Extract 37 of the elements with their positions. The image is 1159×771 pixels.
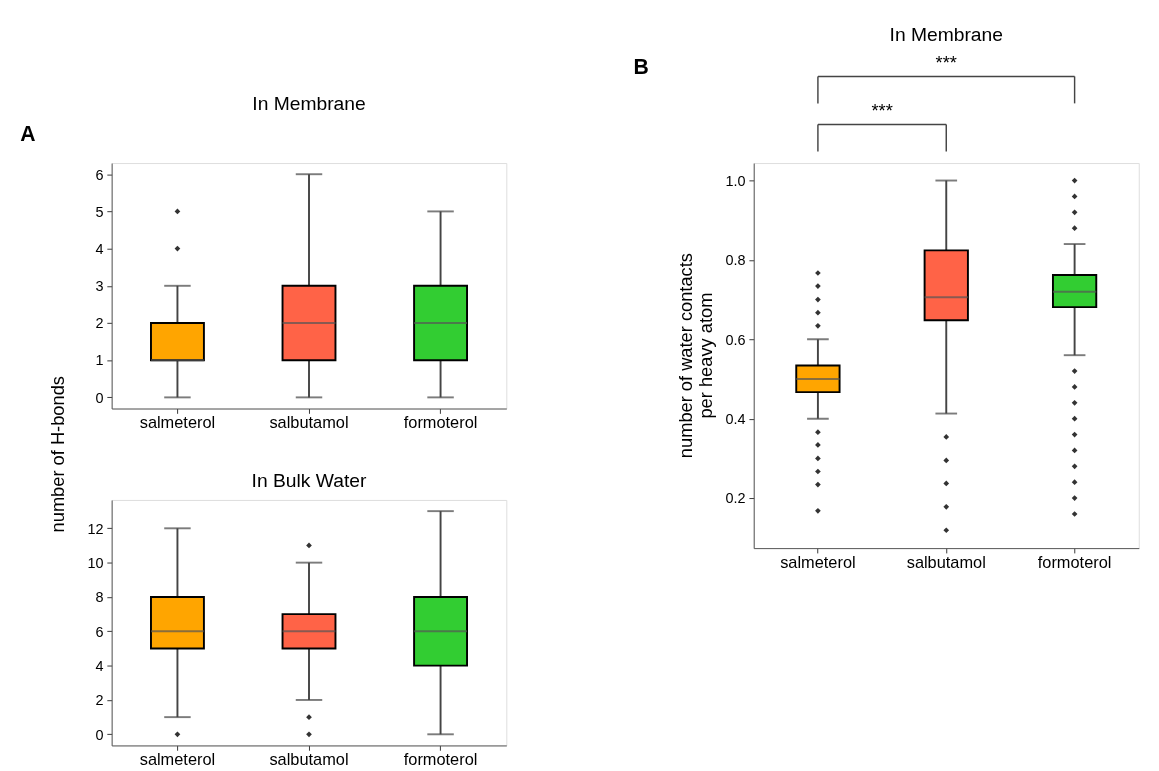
x-tick-label: salmeterol	[139, 413, 216, 432]
y-tick-label: 1	[95, 352, 104, 369]
x-tick-label: salbutamol	[269, 750, 349, 769]
y-tick-label: 4	[95, 657, 104, 674]
y-axis-title: number of H-bonds	[47, 376, 69, 533]
y-tick-label: 3	[95, 278, 104, 295]
x-tick-label: formoterol	[403, 413, 478, 432]
text: ***	[871, 99, 893, 121]
y-tick-label: 2	[95, 692, 104, 709]
y-tick-label: 0	[95, 389, 104, 406]
y-tick-label: 4	[95, 240, 104, 257]
x-tick-label: formoterol	[1037, 552, 1112, 571]
y-axis-title: number of water contacts per heavy atom	[675, 253, 717, 459]
chart-title: In Membrane	[252, 93, 366, 115]
chart-title: In Membrane	[889, 23, 1003, 45]
y-tick-label: 8	[95, 589, 104, 606]
x-tick-label: salbutamol	[269, 413, 349, 432]
x-tick-label: formoterol	[403, 750, 478, 769]
y-tick-label: 6	[95, 166, 104, 183]
y-tick-label: 0	[95, 726, 104, 743]
y-tick-label: 0.2	[725, 490, 746, 507]
y-tick-label: 0.6	[725, 331, 746, 348]
text: B	[633, 54, 649, 78]
y-tick-label: 2	[95, 315, 104, 332]
x-tick-label: salbutamol	[906, 552, 986, 571]
y-tick-label: 0.8	[725, 252, 746, 269]
y-tick-label: 12	[87, 520, 104, 537]
text: ***	[935, 51, 957, 73]
y-tick-label: 1.0	[725, 172, 746, 189]
y-tick-label: 6	[95, 623, 104, 640]
y-tick-label: 10	[87, 554, 104, 571]
y-tick-label: 0.4	[725, 411, 746, 427]
y-tick-label: 5	[95, 203, 104, 220]
x-tick-label: salmeterol	[139, 750, 216, 769]
chart-title: In Bulk Water	[251, 469, 367, 491]
x-tick-label: salmeterol	[780, 552, 856, 571]
text: A	[20, 121, 36, 145]
